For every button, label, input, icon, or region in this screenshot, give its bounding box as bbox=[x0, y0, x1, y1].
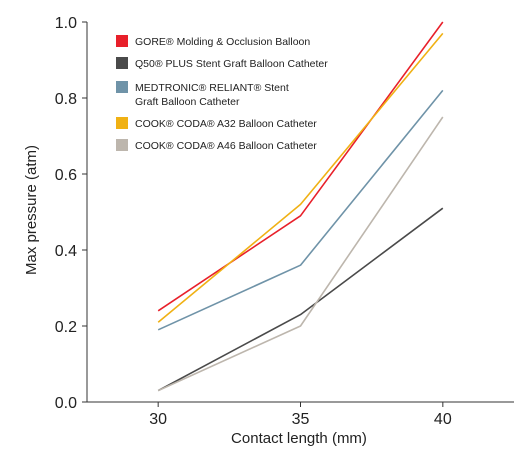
x-tick-label: 30 bbox=[149, 411, 167, 428]
series-line-4 bbox=[157, 32, 444, 323]
x-axis-title: Contact length (mm) bbox=[231, 430, 367, 447]
legend-label-1: GORE® Molding & Occlusion Balloon bbox=[135, 36, 310, 48]
x-tick-label: 35 bbox=[292, 411, 310, 428]
legend-label-4: COOK® CODA® A32 Balloon Catheter bbox=[135, 118, 317, 130]
legend-swatch-3 bbox=[116, 81, 128, 93]
legend-swatch-2 bbox=[116, 57, 128, 69]
y-tick-label: 0.8 bbox=[55, 91, 77, 108]
series-line-2 bbox=[157, 207, 444, 392]
y-tick-label: 0.6 bbox=[55, 167, 77, 184]
legend-label-3: Graft Balloon Catheter bbox=[135, 96, 240, 108]
x-tick-label: 40 bbox=[434, 411, 452, 428]
series-line-1 bbox=[157, 21, 444, 312]
y-tick-label: 0.4 bbox=[55, 243, 77, 260]
legend-swatch-5 bbox=[116, 139, 128, 151]
series-lines bbox=[157, 21, 444, 392]
legend-label-3: MEDTRONIC® RELIANT® Stent bbox=[135, 82, 289, 94]
axes: 0.0 0.2 0.4 0.6 0.8 1.0 30 35 40 bbox=[55, 15, 514, 428]
y-tick-label: 0.2 bbox=[55, 319, 77, 336]
legend-swatch-1 bbox=[116, 35, 128, 47]
legend-label-5: COOK® CODA® A46 Balloon Catheter bbox=[135, 140, 317, 152]
series-line-3 bbox=[157, 89, 444, 331]
series-line-5 bbox=[157, 116, 444, 392]
y-tick-label: 1.0 bbox=[55, 15, 77, 32]
y-tick-label: 0.0 bbox=[55, 395, 77, 412]
legend-label-2: Q50® PLUS Stent Graft Balloon Catheter bbox=[135, 58, 328, 70]
legend-swatch-4 bbox=[116, 117, 128, 129]
legend: GORE® Molding & Occlusion Balloon Q50® PL… bbox=[116, 35, 328, 152]
y-axis-title: Max pressure (atm) bbox=[23, 145, 40, 275]
